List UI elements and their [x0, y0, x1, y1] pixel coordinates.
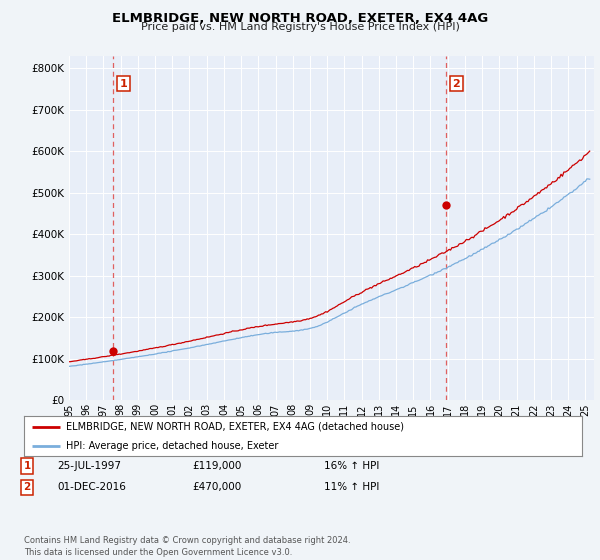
Text: 2: 2: [452, 78, 460, 88]
Text: 11% ↑ HPI: 11% ↑ HPI: [324, 482, 379, 492]
Text: ELMBRIDGE, NEW NORTH ROAD, EXETER, EX4 4AG: ELMBRIDGE, NEW NORTH ROAD, EXETER, EX4 4…: [112, 12, 488, 25]
Text: 2: 2: [23, 482, 31, 492]
Text: £119,000: £119,000: [192, 461, 241, 471]
Text: Contains HM Land Registry data © Crown copyright and database right 2024.
This d: Contains HM Land Registry data © Crown c…: [24, 536, 350, 557]
Text: 1: 1: [23, 461, 31, 471]
Text: 1: 1: [119, 78, 127, 88]
Text: Price paid vs. HM Land Registry's House Price Index (HPI): Price paid vs. HM Land Registry's House …: [140, 22, 460, 32]
Text: 16% ↑ HPI: 16% ↑ HPI: [324, 461, 379, 471]
Text: 25-JUL-1997: 25-JUL-1997: [57, 461, 121, 471]
Text: ELMBRIDGE, NEW NORTH ROAD, EXETER, EX4 4AG (detached house): ELMBRIDGE, NEW NORTH ROAD, EXETER, EX4 4…: [66, 422, 404, 432]
Text: £470,000: £470,000: [192, 482, 241, 492]
Text: HPI: Average price, detached house, Exeter: HPI: Average price, detached house, Exet…: [66, 441, 278, 451]
Text: 01-DEC-2016: 01-DEC-2016: [57, 482, 126, 492]
